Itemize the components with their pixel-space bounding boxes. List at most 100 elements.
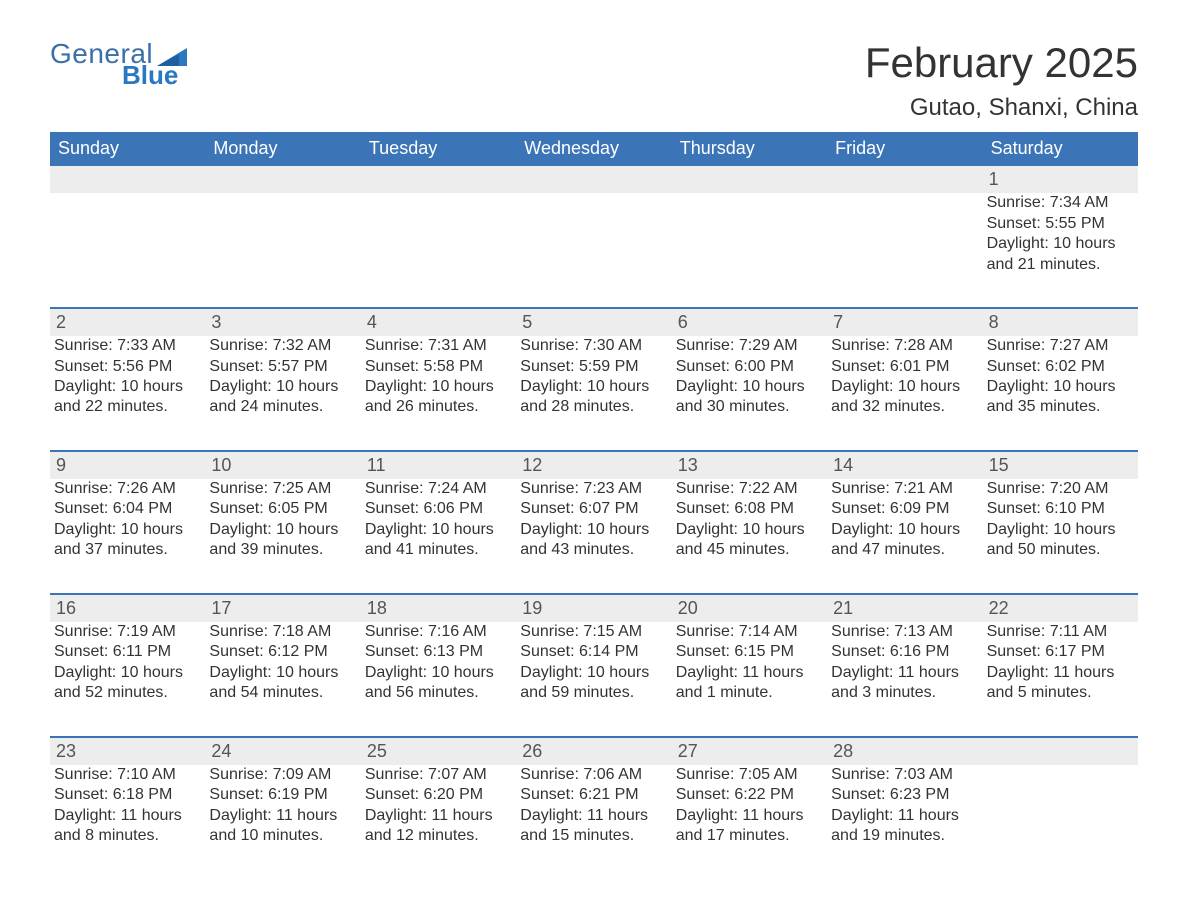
sunrise-text: Sunrise: 7:13 AM xyxy=(831,622,976,642)
sunset-text: Sunset: 6:06 PM xyxy=(365,499,510,519)
day-cell xyxy=(50,193,205,279)
day-cell: Sunrise: 7:23 AMSunset: 6:07 PMDaylight:… xyxy=(516,479,671,565)
day-number: 17 xyxy=(205,595,360,622)
day-cell: Sunrise: 7:25 AMSunset: 6:05 PMDaylight:… xyxy=(205,479,360,565)
dl1-text: Daylight: 10 hours xyxy=(209,377,354,397)
dl2-text: and 41 minutes. xyxy=(365,540,510,560)
day-number: 5 xyxy=(516,309,671,336)
dl1-text: Daylight: 10 hours xyxy=(365,377,510,397)
day-number: 15 xyxy=(983,452,1138,479)
dl2-text: and 1 minute. xyxy=(676,683,821,703)
sunset-text: Sunset: 5:59 PM xyxy=(520,357,665,377)
week-body-row: Sunrise: 7:10 AMSunset: 6:18 PMDaylight:… xyxy=(50,765,1138,851)
day-number: 1 xyxy=(983,166,1138,193)
sunset-text: Sunset: 6:08 PM xyxy=(676,499,821,519)
sunrise-text: Sunrise: 7:26 AM xyxy=(54,479,199,499)
day-number xyxy=(827,166,982,193)
sunset-text: Sunset: 6:17 PM xyxy=(987,642,1132,662)
dl2-text: and 37 minutes. xyxy=(54,540,199,560)
day-number: 6 xyxy=(672,309,827,336)
dl1-text: Daylight: 10 hours xyxy=(676,520,821,540)
dl1-text: Daylight: 10 hours xyxy=(520,520,665,540)
dl1-text: Daylight: 10 hours xyxy=(209,663,354,683)
calendar-page: General Blue February 2025 Gutao, Shanxi… xyxy=(0,0,1188,901)
day-number: 24 xyxy=(205,738,360,765)
sunset-text: Sunset: 6:15 PM xyxy=(676,642,821,662)
dl2-text: and 28 minutes. xyxy=(520,397,665,417)
location-subtitle: Gutao, Shanxi, China xyxy=(865,94,1138,122)
sunset-text: Sunset: 6:21 PM xyxy=(520,785,665,805)
day-number: 9 xyxy=(50,452,205,479)
day-cell: Sunrise: 7:32 AMSunset: 5:57 PMDaylight:… xyxy=(205,336,360,422)
weekday-header-row: Sunday Monday Tuesday Wednesday Thursday… xyxy=(50,132,1138,166)
day-cell: Sunrise: 7:06 AMSunset: 6:21 PMDaylight:… xyxy=(516,765,671,851)
day-cell: Sunrise: 7:24 AMSunset: 6:06 PMDaylight:… xyxy=(361,479,516,565)
day-cell xyxy=(361,193,516,279)
dl1-text: Daylight: 10 hours xyxy=(987,520,1132,540)
week-row: 16171819202122Sunrise: 7:19 AMSunset: 6:… xyxy=(50,593,1138,708)
day-cell: Sunrise: 7:05 AMSunset: 6:22 PMDaylight:… xyxy=(672,765,827,851)
day-cell xyxy=(516,193,671,279)
sunset-text: Sunset: 6:23 PM xyxy=(831,785,976,805)
day-cell: Sunrise: 7:21 AMSunset: 6:09 PMDaylight:… xyxy=(827,479,982,565)
day-number-row: 16171819202122 xyxy=(50,595,1138,622)
sunset-text: Sunset: 6:19 PM xyxy=(209,785,354,805)
day-number-row: 9101112131415 xyxy=(50,452,1138,479)
sunrise-text: Sunrise: 7:18 AM xyxy=(209,622,354,642)
day-cell: Sunrise: 7:18 AMSunset: 6:12 PMDaylight:… xyxy=(205,622,360,708)
day-number: 8 xyxy=(983,309,1138,336)
weekday-header: Tuesday xyxy=(361,132,516,166)
day-number-row: 1 xyxy=(50,166,1138,193)
day-number: 3 xyxy=(205,309,360,336)
sunrise-text: Sunrise: 7:25 AM xyxy=(209,479,354,499)
sunset-text: Sunset: 6:16 PM xyxy=(831,642,976,662)
dl2-text: and 43 minutes. xyxy=(520,540,665,560)
day-number: 11 xyxy=(361,452,516,479)
sunset-text: Sunset: 6:14 PM xyxy=(520,642,665,662)
dl1-text: Daylight: 10 hours xyxy=(987,377,1132,397)
week-row: 9101112131415Sunrise: 7:26 AMSunset: 6:0… xyxy=(50,450,1138,565)
dl2-text: and 35 minutes. xyxy=(987,397,1132,417)
day-cell: Sunrise: 7:33 AMSunset: 5:56 PMDaylight:… xyxy=(50,336,205,422)
day-number-row: 232425262728 xyxy=(50,738,1138,765)
dl1-text: Daylight: 11 hours xyxy=(209,806,354,826)
day-cell: Sunrise: 7:34 AMSunset: 5:55 PMDaylight:… xyxy=(983,193,1138,279)
dl2-text: and 10 minutes. xyxy=(209,826,354,846)
day-number: 7 xyxy=(827,309,982,336)
day-number xyxy=(50,166,205,193)
sunrise-text: Sunrise: 7:06 AM xyxy=(520,765,665,785)
day-cell: Sunrise: 7:28 AMSunset: 6:01 PMDaylight:… xyxy=(827,336,982,422)
weekday-header: Thursday xyxy=(672,132,827,166)
dl1-text: Daylight: 11 hours xyxy=(987,663,1132,683)
weekday-header: Saturday xyxy=(983,132,1138,166)
sunrise-text: Sunrise: 7:33 AM xyxy=(54,336,199,356)
day-cell: Sunrise: 7:27 AMSunset: 6:02 PMDaylight:… xyxy=(983,336,1138,422)
sunrise-text: Sunrise: 7:29 AM xyxy=(676,336,821,356)
dl2-text: and 17 minutes. xyxy=(676,826,821,846)
day-cell xyxy=(983,765,1138,851)
dl2-text: and 5 minutes. xyxy=(987,683,1132,703)
dl1-text: Daylight: 10 hours xyxy=(365,520,510,540)
dl1-text: Daylight: 10 hours xyxy=(54,520,199,540)
day-cell: Sunrise: 7:26 AMSunset: 6:04 PMDaylight:… xyxy=(50,479,205,565)
sunset-text: Sunset: 6:12 PM xyxy=(209,642,354,662)
dl1-text: Daylight: 10 hours xyxy=(987,234,1132,254)
sunset-text: Sunset: 5:58 PM xyxy=(365,357,510,377)
dl2-text: and 30 minutes. xyxy=(676,397,821,417)
day-cell: Sunrise: 7:07 AMSunset: 6:20 PMDaylight:… xyxy=(361,765,516,851)
dl2-text: and 19 minutes. xyxy=(831,826,976,846)
sunrise-text: Sunrise: 7:34 AM xyxy=(987,193,1132,213)
dl2-text: and 56 minutes. xyxy=(365,683,510,703)
day-number xyxy=(516,166,671,193)
dl2-text: and 59 minutes. xyxy=(520,683,665,703)
title-block: February 2025 Gutao, Shanxi, China xyxy=(865,40,1138,122)
day-cell: Sunrise: 7:16 AMSunset: 6:13 PMDaylight:… xyxy=(361,622,516,708)
month-title: February 2025 xyxy=(865,40,1138,86)
day-number: 2 xyxy=(50,309,205,336)
sunrise-text: Sunrise: 7:14 AM xyxy=(676,622,821,642)
sunrise-text: Sunrise: 7:09 AM xyxy=(209,765,354,785)
weekday-header: Monday xyxy=(205,132,360,166)
day-cell: Sunrise: 7:22 AMSunset: 6:08 PMDaylight:… xyxy=(672,479,827,565)
weekday-header: Friday xyxy=(827,132,982,166)
dl2-text: and 50 minutes. xyxy=(987,540,1132,560)
